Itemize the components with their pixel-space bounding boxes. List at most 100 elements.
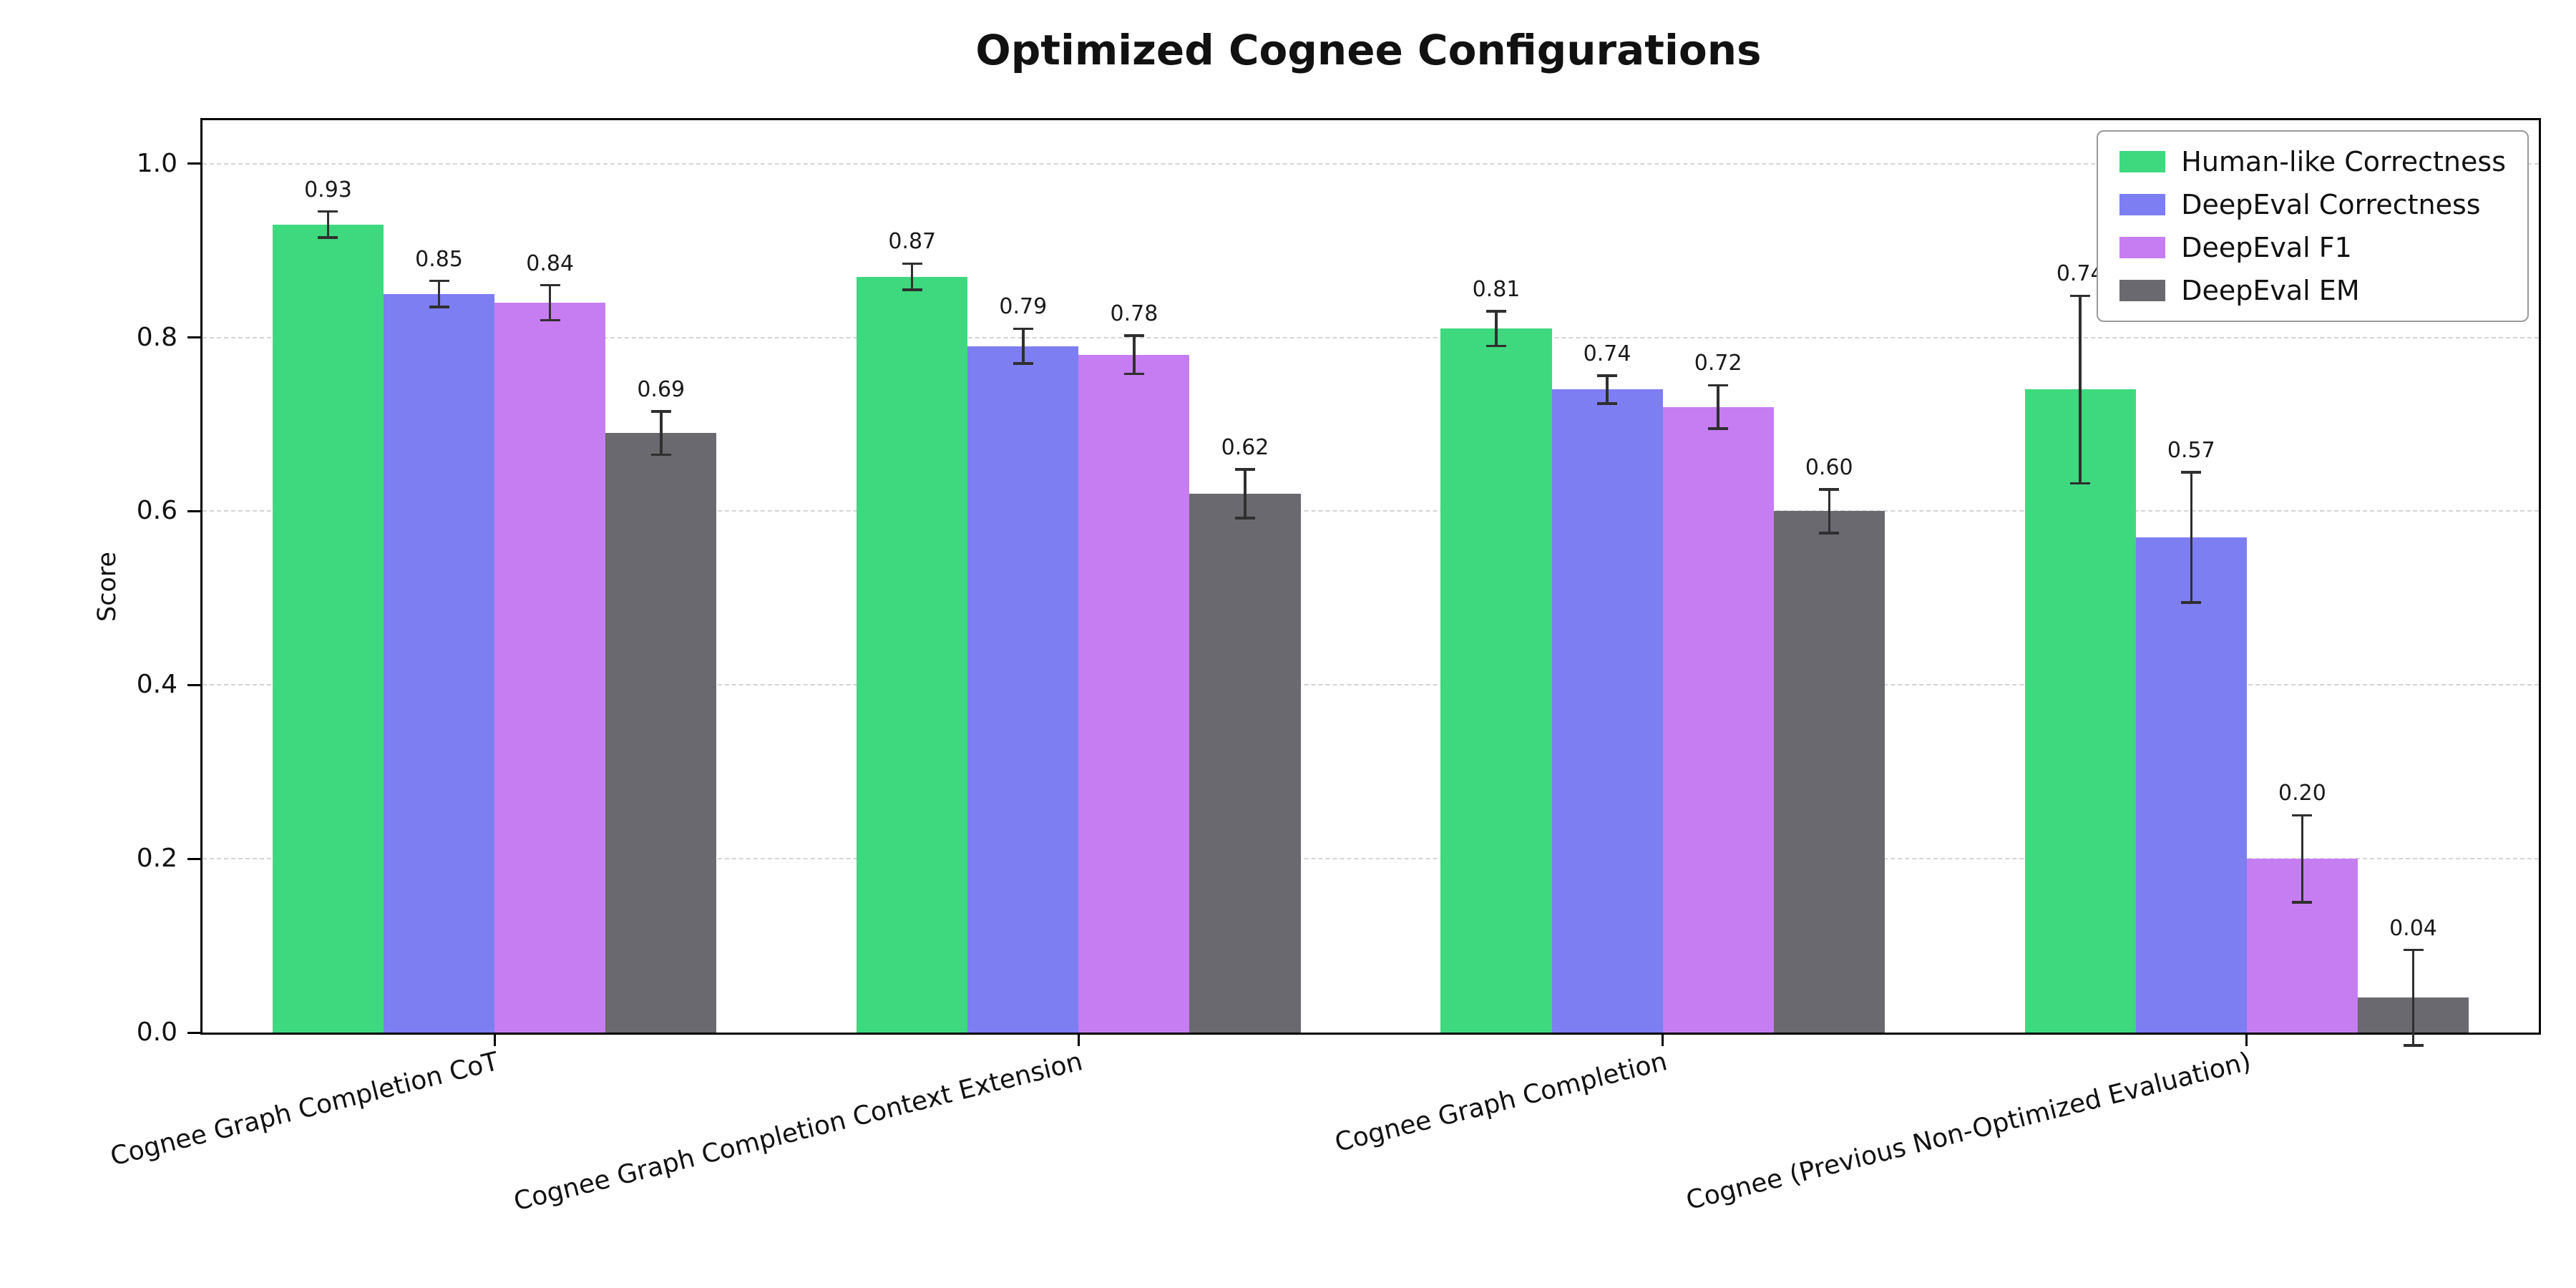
- error-cap-bottom: [1235, 517, 1255, 519]
- error-bar: [2190, 472, 2193, 602]
- y-tick-label: 0.2: [136, 844, 177, 874]
- error-cap-bottom: [1819, 532, 1840, 535]
- legend-swatch: [2119, 151, 2166, 172]
- error-cap-top: [318, 210, 338, 213]
- x-tick-mark: [1077, 1034, 1080, 1046]
- bar: [272, 224, 384, 1033]
- error-bar: [2411, 950, 2415, 1046]
- error-cap-top: [2070, 294, 2091, 298]
- bar: [967, 346, 1079, 1033]
- legend-label: DeepEval Correctness: [2181, 189, 2481, 220]
- legend-item: DeepEval EM: [2119, 275, 2506, 306]
- bar: [494, 303, 606, 1033]
- x-tick-label: Cognee Graph Completion Context Extensio…: [511, 1047, 1086, 1217]
- bar-value-label: 0.57: [2167, 437, 2215, 463]
- error-cap-top: [1485, 310, 1506, 313]
- error-cap-top: [1708, 384, 1729, 387]
- error-bar: [660, 411, 663, 455]
- legend: Human-like Correctness DeepEval Correctne…: [2097, 130, 2529, 322]
- error-cap-bottom: [1123, 372, 1144, 376]
- error-cap-top: [429, 279, 449, 283]
- error-cap-top: [902, 262, 922, 265]
- error-cap-bottom: [2070, 482, 2091, 485]
- legend-item: Human-like Correctness: [2119, 146, 2506, 177]
- gridline: [203, 162, 2539, 165]
- error-cap-bottom: [429, 306, 449, 308]
- gridline: [203, 684, 2539, 686]
- error-cap-top: [1123, 334, 1144, 337]
- error-cap-top: [2181, 471, 2202, 474]
- error-cap-bottom: [2292, 901, 2313, 904]
- y-tick-mark: [187, 683, 200, 686]
- error-cap-bottom: [2181, 601, 2202, 604]
- bar-value-label: 0.85: [415, 246, 463, 272]
- bar-value-label: 0.79: [999, 294, 1048, 320]
- legend-label: DeepEval F1: [2181, 232, 2352, 263]
- error-bar: [437, 280, 441, 308]
- y-tick-mark: [187, 1031, 200, 1034]
- bar: [1078, 354, 1190, 1033]
- error-cap-bottom: [1013, 362, 1033, 365]
- bar: [1551, 389, 1663, 1033]
- y-tick-label: 0.4: [136, 670, 177, 700]
- bar: [1189, 494, 1301, 1033]
- bar-value-label: 0.20: [2278, 781, 2326, 806]
- error-bar: [1244, 469, 1246, 519]
- y-tick-mark: [187, 336, 200, 339]
- legend-swatch: [2119, 194, 2166, 215]
- bar-value-label: 0.81: [1472, 277, 1521, 303]
- y-axis-label: Score: [93, 551, 122, 623]
- error-cap-top: [1235, 468, 1255, 471]
- bar: [1773, 511, 1885, 1033]
- error-bar: [2301, 815, 2304, 902]
- error-cap-top: [1013, 327, 1033, 331]
- error-cap-top: [1819, 488, 1840, 491]
- error-bar: [1828, 489, 1830, 533]
- error-cap-bottom: [1597, 402, 1618, 405]
- error-cap-bottom: [1485, 344, 1506, 348]
- error-bar: [1495, 311, 1498, 346]
- bar-value-label: 0.69: [637, 376, 686, 402]
- bar: [384, 293, 495, 1033]
- error-bar: [910, 263, 914, 290]
- x-tick-mark: [2245, 1034, 2248, 1046]
- y-tick-mark: [187, 162, 200, 165]
- legend-swatch: [2119, 280, 2166, 301]
- x-tick-label: Cognee Graph Completion CoT: [107, 1047, 502, 1172]
- y-tick-label: 0.6: [136, 496, 177, 526]
- y-tick-label: 1.0: [136, 148, 177, 178]
- gridline: [203, 858, 2539, 860]
- error-cap-bottom: [540, 318, 560, 322]
- error-cap-top: [650, 410, 671, 413]
- bar: [605, 433, 717, 1033]
- bar-value-label: 0.04: [2389, 915, 2437, 941]
- legend-item: DeepEval Correctness: [2119, 189, 2506, 220]
- x-tick-mark: [1662, 1034, 1664, 1046]
- error-cap-bottom: [2403, 1044, 2424, 1047]
- error-cap-bottom: [1708, 427, 1729, 430]
- bar-value-label: 0.93: [304, 177, 352, 203]
- error-cap-top: [2292, 814, 2313, 817]
- bar-value-label: 0.87: [888, 229, 937, 255]
- error-bar: [1606, 376, 1609, 404]
- y-tick-mark: [187, 509, 200, 512]
- x-tick-mark: [493, 1034, 496, 1046]
- error-cap-bottom: [902, 288, 922, 291]
- bar-value-label: 0.74: [2056, 261, 2104, 287]
- bar-value-label: 0.72: [1694, 351, 1742, 376]
- bar: [1440, 328, 1552, 1033]
- y-tick-label: 0.0: [136, 1018, 177, 1047]
- error-bar: [2079, 296, 2082, 484]
- bar: [857, 276, 968, 1033]
- legend-label: DeepEval EM: [2181, 275, 2360, 306]
- error-bar: [1022, 328, 1025, 364]
- error-cap-bottom: [318, 236, 338, 239]
- gridline: [203, 336, 2539, 338]
- error-cap-bottom: [650, 453, 671, 457]
- error-cap-top: [1597, 374, 1618, 377]
- bar-value-label: 0.78: [1110, 301, 1158, 327]
- bar: [2024, 389, 2136, 1033]
- bar-value-label: 0.60: [1805, 455, 1853, 481]
- chart-title: Optimized Cognee Configurations: [975, 26, 1762, 74]
- bar-value-label: 0.84: [526, 250, 575, 276]
